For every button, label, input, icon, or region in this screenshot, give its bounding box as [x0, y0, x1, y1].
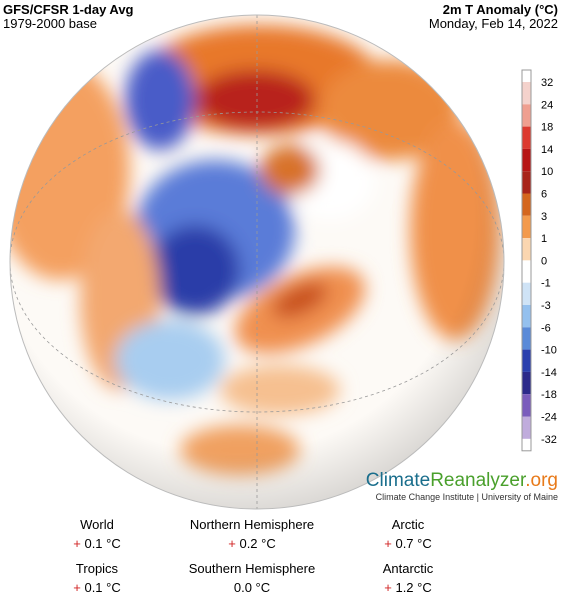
stat-sign: +	[384, 580, 392, 594]
colorbar-segment	[522, 305, 531, 328]
colorbar-frame	[521, 69, 532, 452]
colorbar-segment	[522, 215, 531, 239]
colorbar-label: 24	[541, 99, 553, 111]
colorbar-label: 32	[541, 77, 553, 89]
colorbar-segment	[522, 193, 531, 216]
stat-number: 1.2 °C	[395, 580, 431, 594]
colorbar-label: -10	[541, 345, 557, 357]
logo-part: .org	[525, 470, 558, 491]
colorbar-segment	[522, 82, 531, 105]
colorbar-label: 10	[541, 166, 553, 178]
stat-value: + 0.1 °C	[73, 580, 121, 594]
colorbar-label: 18	[541, 122, 553, 134]
colorbar-label: -14	[541, 367, 557, 379]
stat-number: 0.7 °C	[395, 536, 431, 551]
stat-value: + 0.7 °C	[384, 536, 432, 551]
stat-sign: +	[73, 580, 81, 594]
stat-label: Tropics	[76, 561, 119, 576]
stat-sign: +	[384, 536, 392, 551]
colorbar-segment	[522, 238, 531, 261]
colorbar-segment	[522, 282, 531, 305]
stat-label: World	[80, 517, 114, 532]
stat-label: Northern Hemisphere	[190, 517, 314, 532]
stat-label: Arctic	[392, 517, 425, 532]
stat-number: 0.0 °C	[234, 580, 270, 594]
stat-value: + 0.2 °C	[228, 536, 276, 551]
colorbar-segment	[522, 327, 531, 350]
stat-sign: +	[73, 536, 81, 551]
colorbar-label: -6	[541, 322, 551, 334]
date: Monday, Feb 14, 2022	[429, 16, 558, 31]
stat-value: + 1.2 °C	[384, 580, 432, 594]
colorbar-segment	[522, 394, 531, 417]
colorbar-segment	[522, 260, 531, 283]
colorbar-label: -24	[541, 412, 557, 424]
colorbar-segment	[522, 126, 531, 149]
colorbar-segment	[522, 104, 531, 127]
subtitle: 1979-2000 base	[3, 16, 97, 31]
stat-number: 0.1 °C	[84, 536, 120, 551]
globe	[10, 15, 504, 509]
colorbar-label: 14	[541, 144, 553, 156]
title: GFS/CFSR 1-day Avg	[3, 2, 134, 17]
colorbar-label: 6	[541, 189, 547, 201]
stat-value: 0.0 °C	[234, 580, 270, 594]
colorbar-label: 1	[541, 233, 547, 245]
logo-tagline: Climate Change Institute | University of…	[376, 492, 558, 502]
stat-number: 0.1 °C	[84, 580, 120, 594]
colorbar-segment	[522, 171, 531, 194]
stat-sign: +	[228, 536, 236, 551]
variable: 2m T Anomaly (°C)	[443, 2, 558, 17]
stat-label: Antarctic	[383, 561, 434, 576]
stat-value: + 0.1 °C	[73, 536, 121, 551]
stats: World + 0.1 °C Northern Hemisphere + 0.2 °C…	[73, 517, 434, 594]
stat-label: Southern Hemisphere	[189, 561, 315, 576]
colorbar-label: -32	[541, 434, 557, 446]
stat-number: 0.2 °C	[239, 536, 275, 551]
colorbar-label: -3	[541, 300, 551, 312]
logo-part: Climate	[366, 470, 430, 491]
colorbar-label: 0	[541, 255, 547, 267]
logo-part: Reanalyzer	[430, 470, 527, 491]
colorbar-label: -1	[541, 278, 551, 290]
logo: ClimateReanalyzer.org	[366, 470, 558, 491]
colorbar-segment	[522, 349, 531, 372]
colorbar-segment	[522, 371, 531, 395]
colorbar-segment	[522, 148, 531, 172]
colorbar-label: -18	[541, 389, 557, 401]
colorbar-label: 3	[541, 211, 547, 223]
colorbar-segment	[522, 416, 531, 439]
